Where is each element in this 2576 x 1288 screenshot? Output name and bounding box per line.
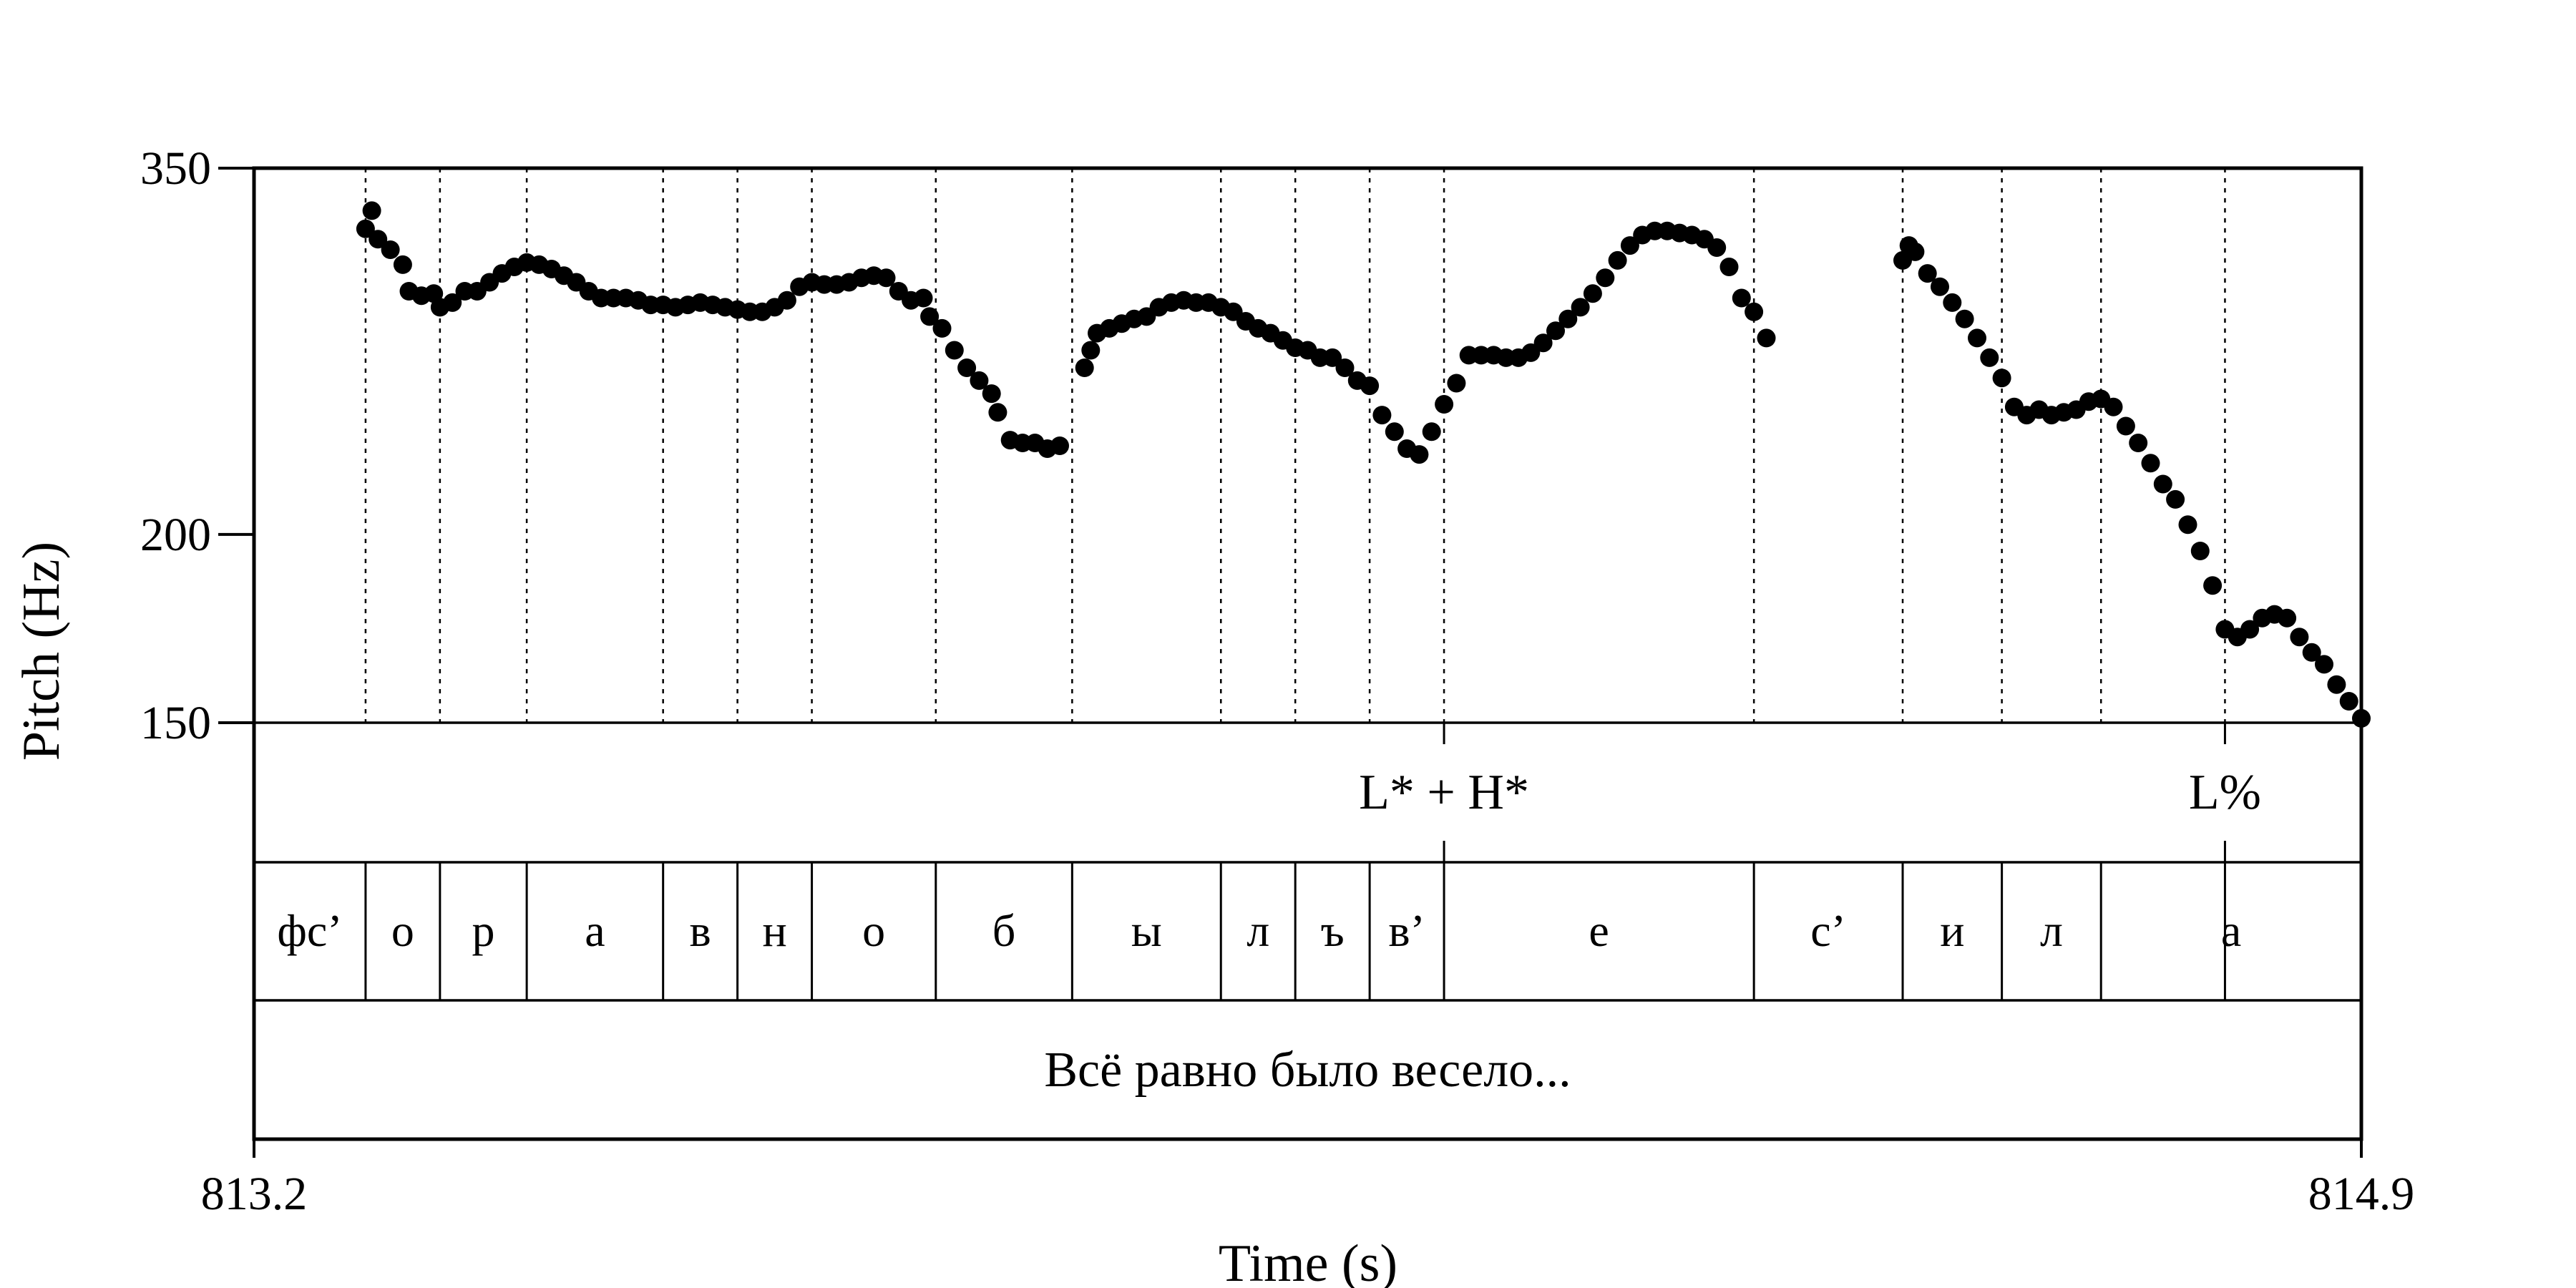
x-tick-label: 814.9 (2308, 1168, 2415, 1220)
pitch-point (1757, 328, 1776, 348)
pitch-point (1968, 328, 1986, 348)
y-tick-label: 350 (140, 142, 211, 195)
pitch-point (1050, 436, 1069, 455)
segment-label: с’ (1810, 905, 1846, 956)
pitch-point (356, 219, 375, 238)
pitch-point (1931, 277, 1949, 296)
segment-label: л (2040, 905, 2063, 956)
pitch-point (1360, 376, 1380, 396)
pitch-point (1906, 242, 1925, 261)
segment-label: ы (1131, 905, 1162, 956)
pitch-point (2327, 675, 2346, 694)
pitch-point (2116, 416, 2135, 436)
pitch-point (1608, 250, 1627, 270)
pitch-point (2129, 434, 2148, 452)
pitch-point (2178, 515, 2197, 535)
pitch-point (2240, 620, 2260, 639)
pitch-point (1980, 348, 1999, 367)
pitch-point (2153, 474, 2172, 494)
segment-label: б (992, 905, 1016, 956)
pitch-point (1075, 358, 1094, 377)
pitch-point (945, 341, 964, 360)
pitch-point (443, 293, 462, 312)
pitch-point (1596, 268, 1615, 288)
pitch-point (1745, 302, 1764, 321)
segment-label: в’ (1388, 905, 1425, 956)
pitch-point (1620, 236, 1639, 255)
pitch-point (1719, 258, 1739, 276)
segment-label: н (762, 905, 786, 956)
pitch-point (1081, 341, 1101, 360)
segment-label: р (472, 905, 494, 956)
pitch-point (1732, 288, 1751, 308)
segment-label: а (585, 905, 605, 956)
pitch-point (777, 291, 796, 310)
pitch-point (2315, 655, 2333, 674)
pitch-point (1955, 309, 1974, 328)
pitch-point (914, 288, 933, 308)
pitch-point (932, 318, 952, 338)
segment-label: л (1246, 905, 1269, 956)
plot-frame (218, 166, 2363, 1158)
segment-label: ъ (1321, 905, 1345, 956)
tone-label: L% (2189, 765, 2261, 820)
pitch-point (362, 201, 381, 220)
y-axis-title: Pitch (Hz) (12, 542, 71, 761)
segment-label: а (2221, 905, 2241, 956)
pitch-point (1943, 293, 1962, 312)
pitch-point (1707, 238, 1727, 257)
plot-border (252, 166, 2363, 1141)
pitch-point (970, 371, 989, 390)
pitch-point (1323, 348, 1342, 367)
pitch-point (2290, 628, 2309, 647)
pitch-point (2203, 576, 2223, 595)
pitch-point (2339, 692, 2358, 711)
pitch-point (1447, 374, 1466, 393)
pitch-point (957, 358, 977, 377)
pitch-point (393, 255, 412, 274)
pitch-point (1435, 395, 1454, 414)
x-axis-title: Time (s) (1219, 1234, 1397, 1288)
tone-label: L* + H* (1359, 765, 1529, 820)
pitch-point (1992, 369, 2011, 388)
pitch-point (1571, 298, 1590, 317)
pitch-point (1385, 422, 1404, 441)
pitch-point (1422, 422, 1441, 441)
pitch-point (381, 240, 400, 259)
segment-label: и (1940, 905, 1964, 956)
pitch-point (1372, 406, 1392, 425)
pitch-point (2141, 454, 2160, 473)
pitch-point (988, 403, 1008, 422)
y-tick-label: 200 (140, 509, 211, 561)
pitch-point (982, 384, 1001, 404)
pitch-point (2166, 489, 2185, 509)
pitch-point (1583, 284, 1602, 303)
segment-label: фс’ (277, 905, 342, 956)
pitch-point (1546, 321, 1565, 341)
pitch-point (1335, 358, 1355, 377)
tier-labels: 350 200 150 813.2 814.9 Time (s) Pitch (Hz) L* … (12, 142, 2414, 1288)
pitch-point (920, 307, 940, 326)
pitch-point (2104, 397, 2123, 416)
pitch-point (1558, 309, 1578, 328)
pitch-points (356, 201, 2371, 728)
pitch-point (369, 230, 388, 249)
pitch-point (2302, 643, 2321, 662)
segment-label: е (1589, 905, 1609, 956)
y-tick-label: 150 (140, 697, 211, 749)
x-tick-label: 813.2 (201, 1168, 308, 1220)
segment-label: о (391, 905, 414, 956)
pitch-point (1533, 333, 1553, 353)
pitch-point (1410, 445, 1429, 464)
pitch-point (2278, 608, 2297, 628)
pitch-point (1918, 264, 1937, 283)
sentence-label: Всё равно было весело... (1044, 1043, 1571, 1098)
segment-label: в (690, 905, 711, 956)
pitch-point (2190, 542, 2210, 560)
segment-label: о (862, 905, 885, 956)
pitch-point (877, 268, 896, 288)
